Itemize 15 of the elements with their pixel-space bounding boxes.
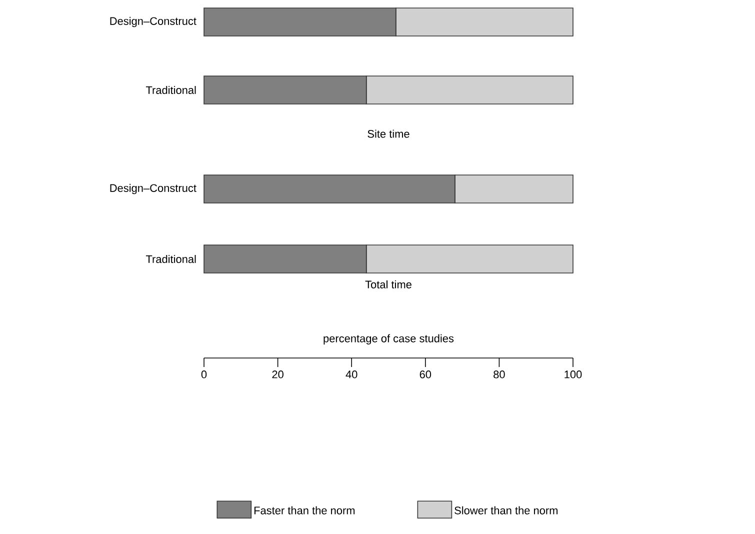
text: Site time: [368, 130, 410, 138]
x-tick-label: 20: [272, 370, 284, 378]
y-tick-label: Traditional: [146, 86, 196, 94]
text: Total time: [365, 280, 412, 288]
y-tick-label: Traditional: [146, 254, 196, 264]
y-tick-label: Design–Construct: [110, 16, 196, 28]
legend-label: Faster than the norm: [254, 506, 355, 514]
x-tick-label: 0: [201, 370, 207, 378]
x-tick-label: 60: [420, 370, 432, 378]
y-tick-label: Design–Construct: [110, 184, 196, 194]
legend-label: Slower than the norm: [454, 506, 558, 514]
x-axis-title: percentage of case studies: [324, 334, 454, 344]
x-tick-label: 100: [564, 370, 582, 378]
x-tick-label: 40: [346, 370, 358, 378]
x-tick-label: 80: [494, 370, 505, 378]
